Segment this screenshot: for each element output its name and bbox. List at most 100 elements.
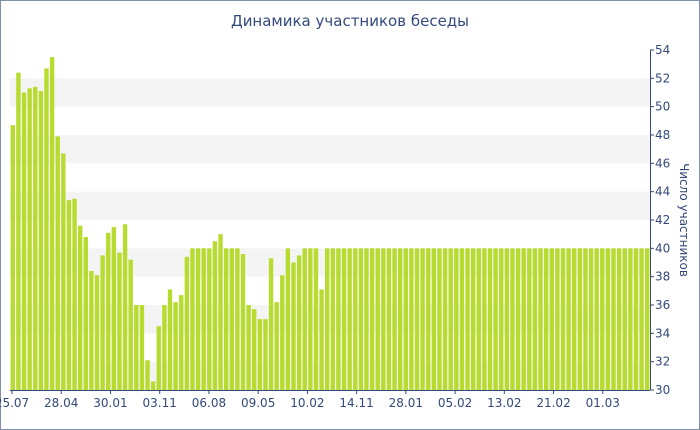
bar [397, 248, 403, 390]
bar [386, 248, 392, 390]
bar [639, 248, 644, 390]
bar [375, 248, 380, 390]
bar [459, 248, 465, 390]
grid-band [10, 361, 650, 390]
x-tick-label: 06.08 [192, 396, 226, 410]
bar [532, 248, 538, 390]
bar [336, 248, 341, 390]
bar [325, 248, 330, 390]
bar [223, 248, 229, 390]
y-tick-label: 30 [655, 383, 670, 397]
bar [369, 248, 375, 390]
bar [448, 248, 453, 390]
bar [33, 86, 38, 390]
bar [521, 248, 526, 390]
x-tick-label: 28.04 [44, 396, 78, 410]
y-tick-label: 32 [655, 355, 670, 369]
bar [38, 91, 44, 390]
bar [72, 198, 77, 390]
bar [549, 248, 554, 390]
bar [543, 248, 549, 390]
x-tick-label: 03.11 [143, 396, 177, 410]
bar [201, 248, 206, 390]
bar [145, 360, 150, 390]
bar [510, 248, 515, 390]
bar [61, 153, 66, 390]
bar [55, 136, 60, 390]
bar [437, 248, 442, 390]
bar [566, 248, 571, 390]
bar [414, 248, 420, 390]
bar [594, 248, 599, 390]
bar [403, 248, 408, 390]
bar [476, 248, 481, 390]
bar [111, 227, 117, 390]
bar [66, 200, 72, 390]
x-tick-label: 14.11 [339, 396, 373, 410]
bar [274, 302, 279, 390]
bar [319, 289, 324, 390]
bar [106, 232, 111, 390]
bar [605, 248, 611, 390]
y-tick-label: 36 [655, 298, 670, 312]
bar [358, 248, 364, 390]
bar [482, 248, 487, 390]
bar [10, 125, 15, 390]
grid-band [10, 248, 650, 277]
bar [184, 256, 190, 390]
grid-band [10, 135, 650, 164]
bar [257, 319, 263, 390]
y-tick-label: 40 [655, 241, 670, 255]
bar [134, 305, 139, 390]
x-tick-label: 09.05 [241, 396, 275, 410]
bar [21, 92, 27, 390]
bar [100, 255, 105, 390]
y-tick-label: 50 [655, 100, 670, 114]
bar [296, 255, 302, 390]
bar [94, 275, 100, 390]
bar [515, 248, 521, 390]
bar [454, 248, 459, 390]
bar [538, 248, 543, 390]
bar [409, 248, 414, 390]
bar [240, 254, 246, 390]
bar [572, 248, 577, 390]
bar [555, 248, 560, 390]
bar [235, 248, 240, 390]
bar [49, 57, 55, 390]
grid-band [10, 191, 650, 220]
bar [499, 248, 504, 390]
bar [77, 225, 83, 390]
y-tick-label: 34 [655, 326, 670, 340]
bar [426, 248, 431, 390]
bar [16, 72, 21, 391]
bar [465, 248, 470, 390]
y-axis-title: Число участников [677, 163, 691, 277]
y-tick-label: 52 [655, 71, 670, 85]
y-tick-label: 42 [655, 213, 670, 227]
bar [280, 275, 285, 390]
bar [353, 248, 358, 390]
bar [173, 302, 178, 390]
bar [83, 237, 88, 390]
bar [27, 88, 32, 390]
bar [442, 248, 448, 390]
bar [218, 234, 223, 390]
chart-title: Динамика участников беседы [230, 12, 470, 30]
bar [139, 305, 145, 390]
x-tick-label: 05.02 [438, 396, 472, 410]
bar [263, 319, 268, 390]
bar [179, 295, 184, 390]
bar [470, 248, 476, 390]
bar [302, 248, 307, 390]
bar [341, 248, 347, 390]
bar [420, 248, 425, 390]
bar [308, 248, 313, 390]
bar [252, 309, 257, 390]
bar [628, 248, 633, 390]
bar [381, 248, 386, 390]
bar [268, 258, 274, 390]
bar [330, 248, 335, 390]
bar [645, 248, 650, 390]
